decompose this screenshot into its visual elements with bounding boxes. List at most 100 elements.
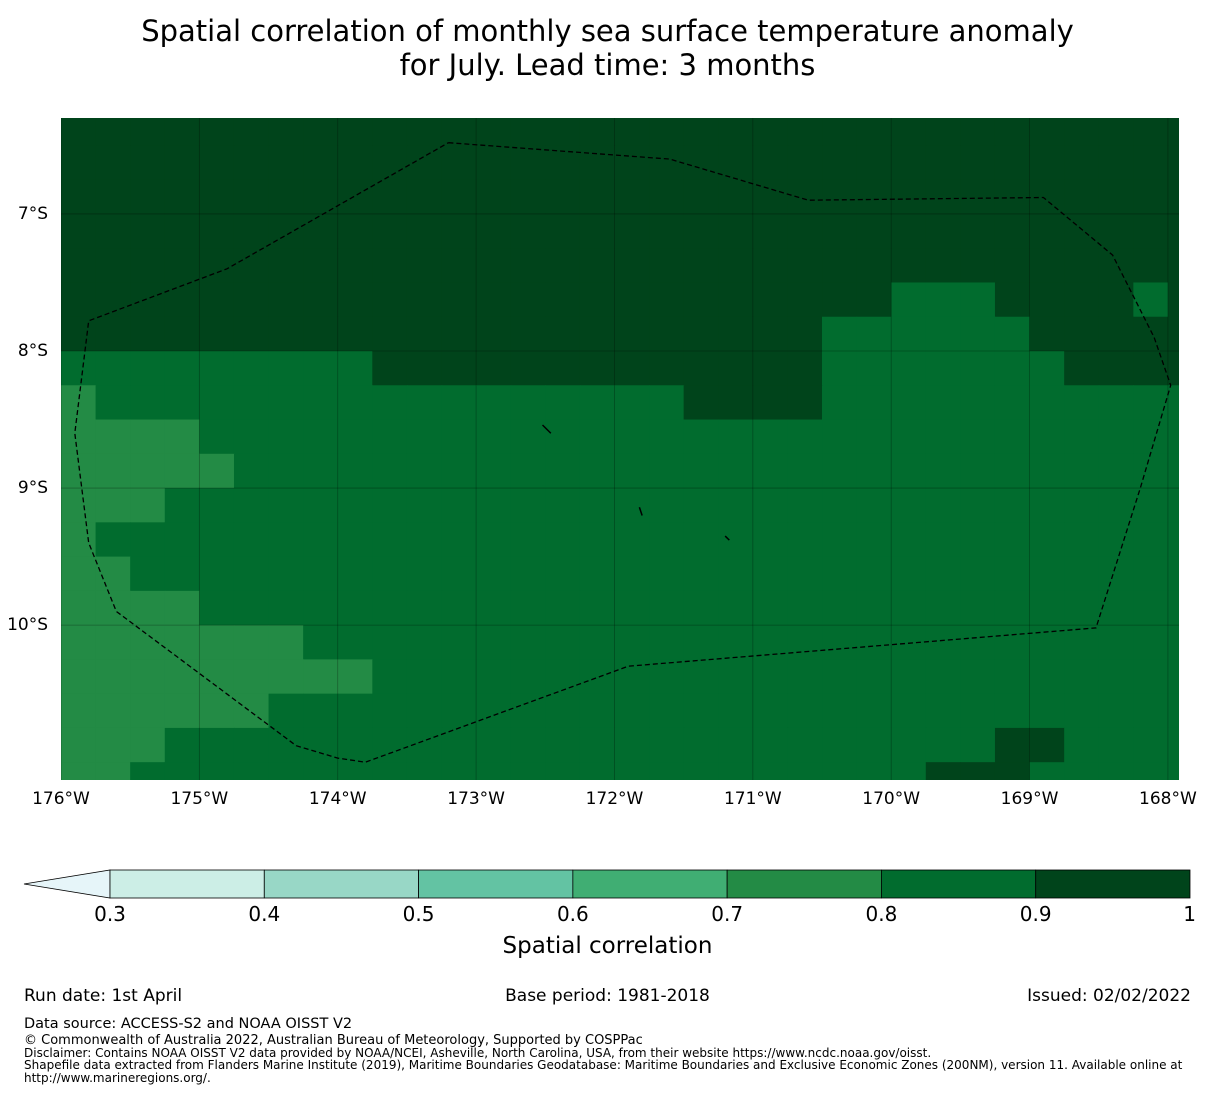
grid-cell [752, 488, 789, 523]
grid-cell [61, 282, 97, 318]
grid-cell [960, 556, 996, 592]
grid-cell [579, 659, 616, 695]
longitude-tick-label: 175°W [170, 789, 229, 809]
grid-cell [61, 419, 97, 455]
grid-cell [130, 762, 166, 780]
grid-cell [649, 556, 685, 592]
grid-cell [925, 453, 961, 489]
grid-cell [718, 556, 754, 592]
grid-cell [95, 179, 131, 215]
grid-cell [476, 248, 512, 284]
grid-cell [441, 316, 477, 352]
grid-cell [960, 316, 996, 352]
grid-cell [303, 385, 339, 421]
grid-cell [787, 419, 823, 455]
grid-cell [95, 248, 131, 284]
grid-cell [752, 385, 789, 421]
grid-cell [822, 316, 858, 352]
grid-cell [1029, 385, 1065, 421]
grid-cell [130, 213, 166, 249]
grid-cell [233, 453, 270, 489]
grid-cell [614, 351, 650, 386]
grid-cell [268, 590, 304, 626]
grid-cell [649, 385, 685, 421]
grid-cell [545, 385, 581, 421]
grid-cell [233, 118, 270, 147]
grid-cell [441, 179, 477, 215]
grid-cell [579, 351, 616, 386]
correlation-cells [61, 118, 1179, 780]
grid-cell [1064, 522, 1100, 558]
grid-cell [199, 453, 235, 489]
grid-cell [683, 351, 719, 386]
grid-cell [199, 727, 235, 763]
grid-cell [960, 145, 996, 181]
grid-cell [130, 145, 166, 181]
grid-cell [683, 590, 719, 626]
grid-cell [891, 316, 927, 352]
grid-cell [994, 385, 1031, 421]
grid-cell [891, 419, 927, 455]
grid-cell [1133, 659, 1169, 695]
colorbar-tick-label: 0.3 [94, 902, 126, 926]
grid-cell [233, 693, 270, 729]
grid-cell [822, 385, 858, 421]
grid-cell [994, 145, 1031, 181]
grid-cell [1167, 419, 1179, 455]
grid-cell [1064, 727, 1100, 763]
grid-cell [891, 762, 927, 780]
grid-cell [960, 625, 996, 660]
grid-cell [545, 453, 581, 489]
grid-cell [441, 693, 477, 729]
longitude-tick-label: 169°W [1000, 789, 1059, 809]
grid-cell [925, 693, 961, 729]
grid-cell [372, 556, 408, 592]
island-coastline [724, 535, 730, 541]
grid-cell [787, 762, 823, 780]
grid-cell [164, 419, 200, 455]
colorbar-segment [1035, 869, 1191, 899]
grid-cell [649, 590, 685, 626]
grid-cell [1029, 351, 1065, 386]
grid-cell [683, 556, 719, 592]
grid-cell [1098, 248, 1134, 284]
grid-cell [994, 590, 1031, 626]
grid-cell [441, 590, 477, 626]
grid-cell [1167, 522, 1179, 558]
grid-cell [337, 659, 373, 695]
grid-cell [579, 316, 616, 352]
grid-cell [164, 659, 200, 695]
grid-cell [61, 316, 97, 352]
map-panel [61, 118, 1179, 780]
grid-cell [856, 625, 892, 660]
grid-cell [1167, 282, 1179, 318]
grid-cell [337, 488, 373, 523]
grid-cell [510, 453, 546, 489]
grid-cell [787, 590, 823, 626]
grid-cell [1133, 625, 1169, 660]
grid-cell [199, 385, 235, 421]
grid-cell [1064, 590, 1100, 626]
grid-cell [268, 179, 304, 215]
grid-cell [822, 727, 858, 763]
grid-cell [303, 419, 339, 455]
grid-cell [787, 522, 823, 558]
grid-cell [1133, 693, 1169, 729]
grid-cell [649, 625, 685, 660]
grid-cell [337, 316, 373, 352]
grid-cell [614, 590, 650, 626]
grid-cell [1167, 316, 1179, 352]
grid-cell [372, 590, 408, 626]
grid-cell [545, 659, 581, 695]
grid-cell [752, 659, 789, 695]
grid-cell [718, 762, 754, 780]
grid-cell [164, 145, 200, 181]
grid-cell [787, 145, 823, 181]
grid-cell [199, 522, 235, 558]
grid-cell [1098, 419, 1134, 455]
grid-cell [1167, 385, 1179, 421]
longitude-tick-label: 168°W [1139, 789, 1197, 809]
grid-cell [372, 453, 408, 489]
issued-date: Issued: 02/02/2022 [1027, 986, 1191, 1006]
grid-cell [822, 625, 858, 660]
